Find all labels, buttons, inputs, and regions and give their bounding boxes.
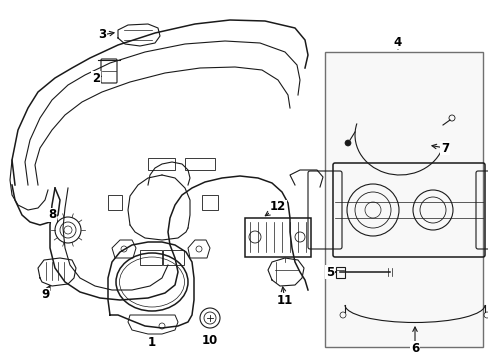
Text: 11: 11 (276, 293, 292, 306)
Text: 6: 6 (410, 342, 418, 355)
Text: 12: 12 (269, 201, 285, 213)
Text: 1: 1 (148, 336, 156, 348)
Text: 10: 10 (202, 333, 218, 346)
Bar (325, 52, 482, 347)
Text: 4: 4 (393, 36, 401, 49)
Text: 2: 2 (92, 72, 100, 85)
Text: 9: 9 (41, 288, 49, 302)
Text: 3: 3 (98, 28, 106, 41)
Circle shape (345, 140, 350, 146)
Text: 8: 8 (48, 208, 56, 221)
Text: 5: 5 (325, 266, 333, 279)
Text: 7: 7 (440, 141, 448, 154)
